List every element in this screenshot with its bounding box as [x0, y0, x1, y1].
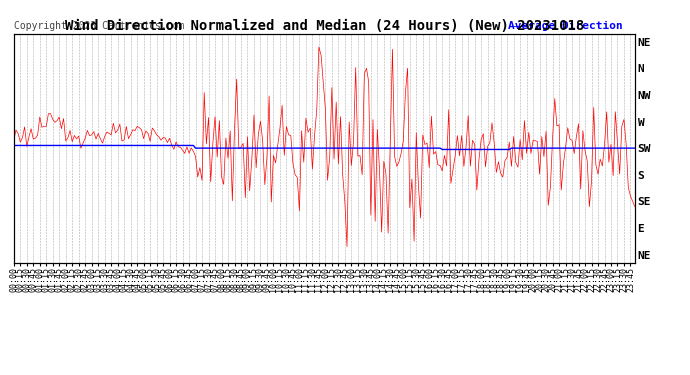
Text: Average Direction: Average Direction: [508, 21, 622, 32]
Title: Wind Direction Normalized and Median (24 Hours) (New) 20231018: Wind Direction Normalized and Median (24…: [65, 19, 584, 33]
Text: Copyright 2023 Cartronics.com: Copyright 2023 Cartronics.com: [14, 21, 184, 32]
Text: ———: ———: [511, 21, 529, 32]
